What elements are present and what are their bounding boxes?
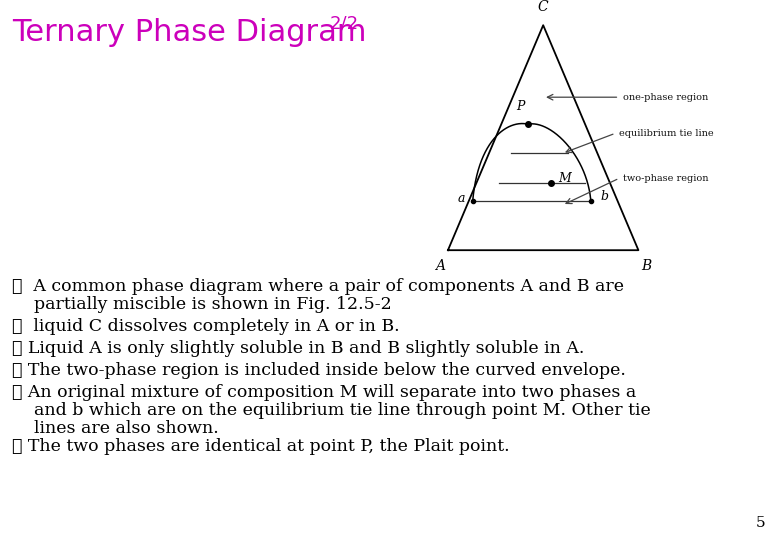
Text: Ternary Phase Diagram: Ternary Phase Diagram: [12, 18, 367, 47]
Text: ❖ An original mixture of composition M will separate into two phases a: ❖ An original mixture of composition M w…: [12, 384, 636, 401]
Text: M: M: [558, 172, 571, 185]
Text: C: C: [538, 0, 548, 14]
Text: ❖ The two-phase region is included inside below the curved envelope.: ❖ The two-phase region is included insid…: [12, 362, 626, 379]
Text: A: A: [435, 259, 445, 273]
Text: a: a: [458, 192, 465, 205]
Text: ❖ Liquid A is only slightly soluble in B and B slightly soluble in A.: ❖ Liquid A is only slightly soluble in B…: [12, 340, 584, 357]
Text: partially miscible is shown in Fig. 12.5-2: partially miscible is shown in Fig. 12.5…: [12, 296, 392, 313]
Text: one-phase region: one-phase region: [623, 93, 708, 102]
Text: B: B: [641, 259, 651, 273]
Text: ❖  A common phase diagram where a pair of components A and B are: ❖ A common phase diagram where a pair of…: [12, 278, 624, 295]
Text: equilibrium tie line: equilibrium tie line: [619, 129, 714, 138]
Text: b: b: [601, 190, 608, 202]
Text: two-phase region: two-phase region: [623, 174, 709, 183]
Text: 2/2: 2/2: [330, 14, 359, 32]
Text: 5: 5: [755, 516, 765, 530]
Text: lines are also shown.: lines are also shown.: [12, 420, 218, 437]
Text: ❖  liquid C dissolves completely in A or in B.: ❖ liquid C dissolves completely in A or …: [12, 318, 399, 335]
Text: P: P: [516, 100, 524, 113]
Text: ❖ The two phases are identical at point P, the Plait point.: ❖ The two phases are identical at point …: [12, 438, 509, 455]
Text: and b which are on the equilibrium tie line through point M. Other tie: and b which are on the equilibrium tie l…: [12, 402, 651, 419]
